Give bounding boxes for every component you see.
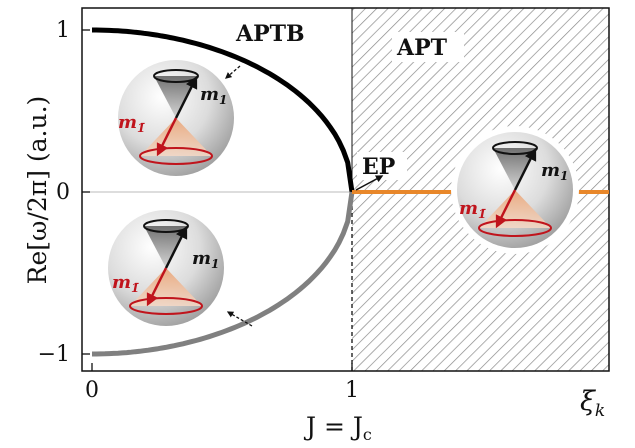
x-tick-label: 0 (85, 378, 99, 403)
y-tick-label: 1 (56, 18, 70, 43)
x-axis-caption: J = Jc (303, 412, 372, 444)
sphere-right-m1-label: m1 (541, 160, 568, 183)
ep-pointer-arrow (355, 175, 384, 191)
apt-label: APT (396, 35, 448, 61)
plot-frame (81, 7, 610, 372)
apt-label-bg (392, 32, 464, 62)
series-upper-branch (92, 27, 355, 193)
sphere-upper-mbar-label: m1̄ (118, 112, 145, 135)
sphere-inset-lower: m1 m1̄ (108, 210, 224, 326)
sphere-inset-right: m1 m1̄ (451, 126, 579, 254)
series-lower-branch (92, 191, 355, 357)
aptb-label: APTB (235, 21, 305, 47)
sphere-right-mbar-label: m1̄ (459, 198, 486, 221)
tick-layer: 1 0 −1 0 1 (38, 18, 359, 403)
upper-sphere-pointer (225, 65, 241, 79)
sphere-lower-m1-label: m1 (192, 248, 219, 271)
sphere-inset-upper: m1 m1̄ (118, 60, 234, 176)
y-tick-label: 0 (56, 180, 70, 205)
ep-label: EP (362, 154, 395, 180)
y-axis-label: Re[ω/2π] (a.u.) (23, 96, 52, 285)
y-tick-label: −1 (38, 342, 70, 367)
x-tick-label: 1 (345, 378, 359, 403)
sphere-lower-mbar-label: m1̄ (112, 272, 139, 295)
x-axis-variable: ξk (580, 386, 605, 421)
sphere-upper-m1-label: m1 (200, 84, 227, 107)
aptb-label-bg (232, 18, 322, 46)
